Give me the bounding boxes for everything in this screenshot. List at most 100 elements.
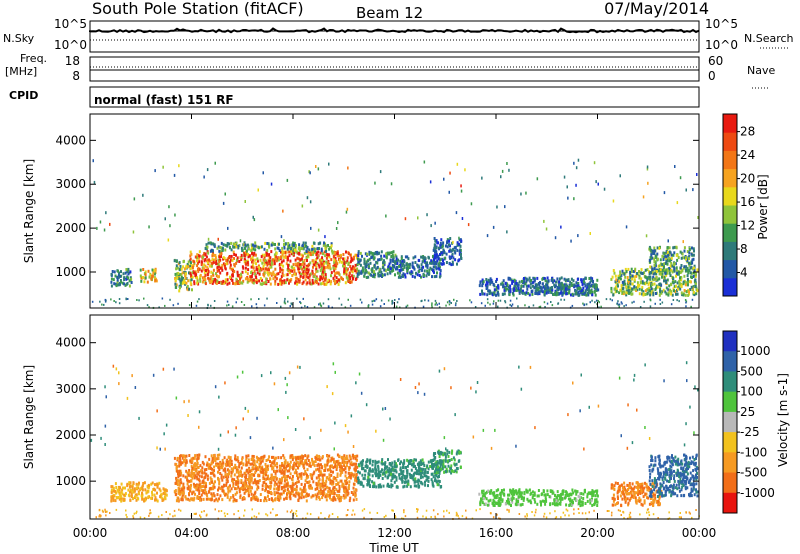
data-cell bbox=[551, 280, 554, 284]
data-cell bbox=[225, 259, 228, 262]
data-cell bbox=[248, 470, 251, 473]
data-cell bbox=[313, 464, 316, 468]
data-cell bbox=[655, 277, 658, 281]
data-cell bbox=[287, 474, 289, 478]
data-cell bbox=[359, 251, 362, 255]
data-cell bbox=[543, 287, 546, 291]
data-cell bbox=[219, 271, 222, 275]
data-cell bbox=[318, 265, 321, 269]
data-cell bbox=[271, 272, 273, 276]
data-cell bbox=[147, 495, 150, 499]
data-cell bbox=[540, 286, 543, 290]
data-cell bbox=[283, 475, 286, 479]
data-cell bbox=[339, 462, 342, 466]
data-cell bbox=[245, 463, 248, 467]
data-cell bbox=[330, 280, 333, 284]
data-cell bbox=[144, 488, 147, 492]
data-cell bbox=[213, 469, 215, 473]
data-cell bbox=[684, 283, 687, 287]
data-cell bbox=[561, 283, 564, 287]
data-cell bbox=[653, 251, 656, 255]
data-cell bbox=[388, 467, 391, 471]
data-cell bbox=[275, 277, 278, 281]
data-cell bbox=[315, 270, 318, 274]
data-cell bbox=[686, 269, 689, 273]
data-cell bbox=[179, 473, 182, 477]
data-cell bbox=[649, 260, 652, 264]
data-cell bbox=[538, 283, 541, 287]
data-cell bbox=[355, 468, 357, 472]
data-cell bbox=[371, 459, 374, 463]
data-cell bbox=[198, 470, 201, 474]
data-cell bbox=[309, 486, 312, 490]
data-cell bbox=[220, 476, 223, 480]
data-cell bbox=[196, 471, 199, 475]
data-cell bbox=[371, 468, 374, 472]
data-cell bbox=[221, 478, 224, 482]
data-cell-ground bbox=[394, 299, 396, 301]
data-cell bbox=[399, 462, 401, 466]
data-cell bbox=[674, 280, 677, 284]
data-cell bbox=[219, 266, 222, 270]
data-cell bbox=[298, 472, 301, 476]
data-cell bbox=[281, 250, 284, 253]
data-cell bbox=[266, 477, 269, 481]
data-cell bbox=[272, 258, 275, 262]
data-cell bbox=[213, 258, 216, 262]
data-cell-ground bbox=[236, 297, 239, 300]
data-cell-ground bbox=[631, 301, 633, 304]
data-cell bbox=[354, 494, 357, 498]
data-cell bbox=[208, 264, 211, 268]
data-cell bbox=[299, 274, 302, 278]
data-cell bbox=[621, 280, 624, 284]
colorbar-tick-label: 24 bbox=[740, 148, 755, 162]
data-cell bbox=[268, 498, 271, 501]
data-cell bbox=[205, 484, 207, 488]
data-cell bbox=[222, 243, 225, 247]
data-cell bbox=[350, 280, 353, 284]
data-cell bbox=[492, 282, 495, 286]
data-cell bbox=[631, 287, 634, 291]
data-cell bbox=[368, 250, 371, 254]
data-cell bbox=[244, 490, 247, 494]
data-cell bbox=[400, 255, 403, 259]
data-cell bbox=[271, 241, 274, 245]
data-cell bbox=[320, 276, 322, 280]
data-cell bbox=[323, 282, 326, 286]
data-cell-ground bbox=[375, 298, 378, 301]
data-cell bbox=[512, 293, 515, 297]
data-cell bbox=[307, 250, 310, 254]
data-cell bbox=[675, 292, 677, 296]
data-cell bbox=[643, 271, 646, 275]
data-cell bbox=[334, 267, 337, 271]
data-cell bbox=[332, 489, 335, 493]
data-cell-ground bbox=[177, 302, 179, 305]
data-cell bbox=[393, 465, 396, 469]
data-cell-ground bbox=[118, 298, 121, 300]
data-cell-ground bbox=[228, 303, 230, 306]
data-cell bbox=[378, 251, 381, 255]
data-cell bbox=[183, 486, 186, 490]
data-cell bbox=[133, 489, 136, 493]
data-cell bbox=[545, 289, 548, 293]
data-cell bbox=[201, 485, 204, 488]
data-cell bbox=[331, 491, 334, 495]
data-cell bbox=[215, 274, 218, 278]
data-cell bbox=[649, 277, 652, 281]
data-cell bbox=[228, 242, 231, 246]
data-cell bbox=[352, 486, 355, 490]
data-cell bbox=[193, 471, 196, 475]
data-cell bbox=[655, 270, 658, 273]
data-cell bbox=[313, 251, 316, 255]
data-cell bbox=[671, 280, 674, 284]
data-cell bbox=[374, 463, 377, 467]
data-cell bbox=[640, 268, 643, 272]
data-cell-ground bbox=[136, 299, 138, 301]
data-cell bbox=[298, 271, 301, 275]
data-cell bbox=[304, 469, 307, 473]
data-cell bbox=[283, 470, 286, 474]
data-cell bbox=[278, 242, 280, 246]
data-cell bbox=[582, 286, 585, 290]
data-cell bbox=[448, 243, 451, 247]
data-cell bbox=[346, 277, 349, 281]
